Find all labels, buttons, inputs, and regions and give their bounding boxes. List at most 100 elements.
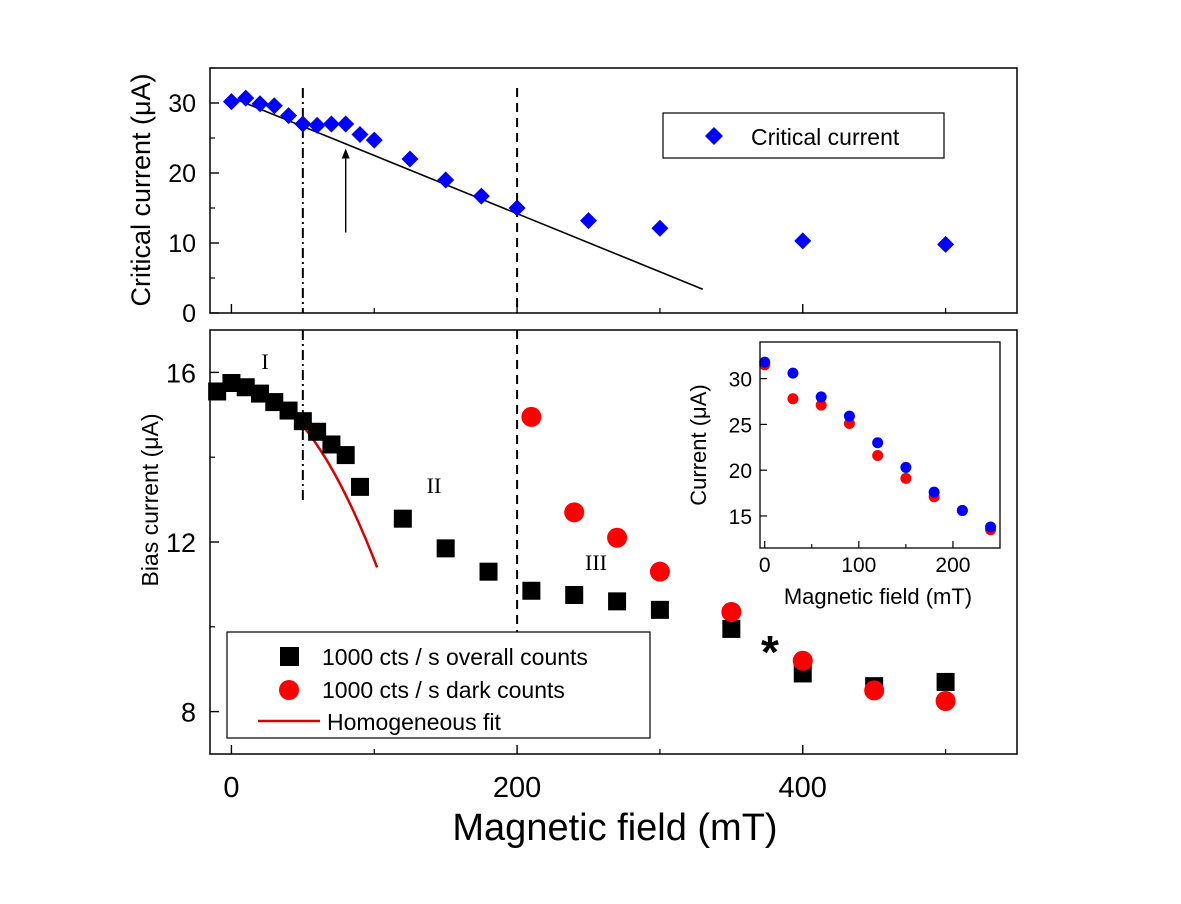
overall-counts-point (479, 562, 498, 581)
inset-y-tick-label: 25 (729, 414, 752, 437)
overall-counts-point (236, 378, 255, 397)
inset-y-axis-label: Current (μA) (686, 384, 711, 505)
inset-blue-point (928, 486, 940, 498)
top-y-tick-label: 0 (182, 300, 196, 328)
critical-current-point (237, 89, 255, 107)
bottom-x-tick-label: 200 (493, 772, 541, 804)
overall-counts-point (522, 581, 541, 600)
inset-blue-point (900, 461, 912, 473)
overall-counts-point (265, 393, 284, 412)
legend-label-homogeneous-fit: Homogeneous fit (327, 709, 501, 735)
inset-x-tick-label: 200 (935, 554, 970, 577)
inset-blue-point (787, 367, 799, 379)
overall-counts-point (722, 619, 741, 638)
overall-counts-point (322, 435, 341, 454)
critical-current-point (937, 235, 955, 253)
critical-current-point (365, 131, 383, 149)
top-y-axis-label: Critical current (μA) (126, 73, 156, 306)
legend-label-overall-counts: 1000 cts / s overall counts (322, 644, 588, 670)
top-plot-frame (209, 67, 1018, 314)
overall-counts-point (393, 509, 412, 528)
inset-red-point (815, 399, 827, 411)
dark-counts-point (864, 680, 885, 701)
inset-blue-point (815, 391, 827, 403)
bottom-y-tick-label: 8 (181, 698, 196, 728)
overall-counts-point (279, 401, 298, 420)
critical-current-point (508, 199, 526, 217)
critical-current-point (472, 187, 490, 205)
critical-current-point (294, 115, 312, 133)
bottom-x-tick-label: 0 (223, 772, 239, 804)
critical-current-point (651, 219, 669, 237)
inset-blue-point (759, 356, 771, 368)
inset-x-tick-label: 0 (759, 554, 771, 577)
inset-y-tick-label: 15 (729, 506, 752, 529)
top-panel: 0 10 20 30 Critical current (μA) Critical c… (126, 67, 1018, 328)
overall-counts-point (250, 384, 269, 403)
bottom-legend: 1000 cts / s overall counts 1000 cts / s… (226, 631, 651, 739)
dark-counts-point (521, 406, 542, 427)
inset-x-axis-label: Magnetic field (mT) (784, 584, 972, 609)
inset-x-tick-label: 100 (841, 554, 876, 577)
dark-counts-point (607, 527, 628, 548)
bottom-y-axis-label: Bias current (μA) (137, 413, 163, 586)
overall-counts-point (293, 412, 312, 431)
x-axis-label: Magnetic field (mT) (452, 807, 777, 849)
critical-current-point (222, 93, 240, 111)
critical-current-point (308, 116, 326, 134)
inset-blue-point (843, 410, 855, 422)
overall-counts-point (336, 446, 355, 465)
bottom-y-tick-label: 12 (166, 528, 196, 558)
legend-marker-square (280, 647, 299, 666)
inset-plot-frame (759, 341, 1001, 549)
inset-red-point (787, 393, 799, 405)
inset-blue-point (956, 504, 968, 516)
critical-current-point (265, 97, 283, 115)
legend-label-dark-counts: 1000 cts / s dark counts (322, 677, 565, 703)
inset-blue-point (985, 521, 997, 533)
overall-counts-point (436, 539, 455, 558)
top-linear-fit-line (231, 96, 704, 290)
inset-y-tick-label: 20 (729, 460, 752, 483)
inset-panel: 15 20 25 30 0 100 200 Current (μA) Magnetic fi… (686, 341, 1001, 609)
dark-counts-point (935, 691, 956, 711)
overall-counts-point (350, 477, 369, 496)
critical-current-point (401, 150, 419, 168)
overall-counts-point (608, 592, 627, 611)
top-legend-marker-diamond (705, 127, 723, 145)
dark-counts-point (792, 650, 813, 671)
legend-marker-circle (279, 680, 299, 700)
critical-current-point (251, 95, 269, 113)
top-legend-label: Critical current (751, 124, 900, 150)
critical-current-point (322, 115, 340, 133)
critical-current-point (351, 126, 369, 143)
top-y-tick-label: 10 (168, 230, 196, 258)
bottom-x-tick-label: 400 (779, 772, 827, 804)
dark-counts-point (721, 601, 742, 622)
inset-y-tick-label: 30 (729, 369, 752, 392)
dark-counts-point (649, 561, 670, 582)
critical-current-point (580, 212, 598, 230)
overall-counts-point (208, 382, 227, 401)
critical-current-point (280, 107, 298, 125)
top-y-tick-label: 30 (168, 90, 196, 118)
region-label-ii: II (427, 473, 442, 498)
region-label-iii: III (585, 550, 607, 575)
overall-counts-point (222, 374, 241, 392)
inset-blue-point (872, 437, 884, 449)
critical-current-point (337, 115, 355, 133)
top-y-tick-label: 20 (168, 160, 196, 188)
star-marker: * (761, 626, 779, 678)
region-label-i: I (261, 349, 268, 374)
top-arrow-head (341, 148, 350, 159)
bottom-y-tick-label: 16 (166, 358, 196, 388)
critical-current-point (437, 171, 455, 189)
overall-counts-point (308, 422, 327, 441)
overall-counts-point (650, 600, 669, 619)
inset-red-point (900, 472, 912, 484)
inset-red-point (872, 450, 884, 462)
dark-counts-point (564, 502, 585, 523)
critical-current-point (794, 232, 812, 250)
